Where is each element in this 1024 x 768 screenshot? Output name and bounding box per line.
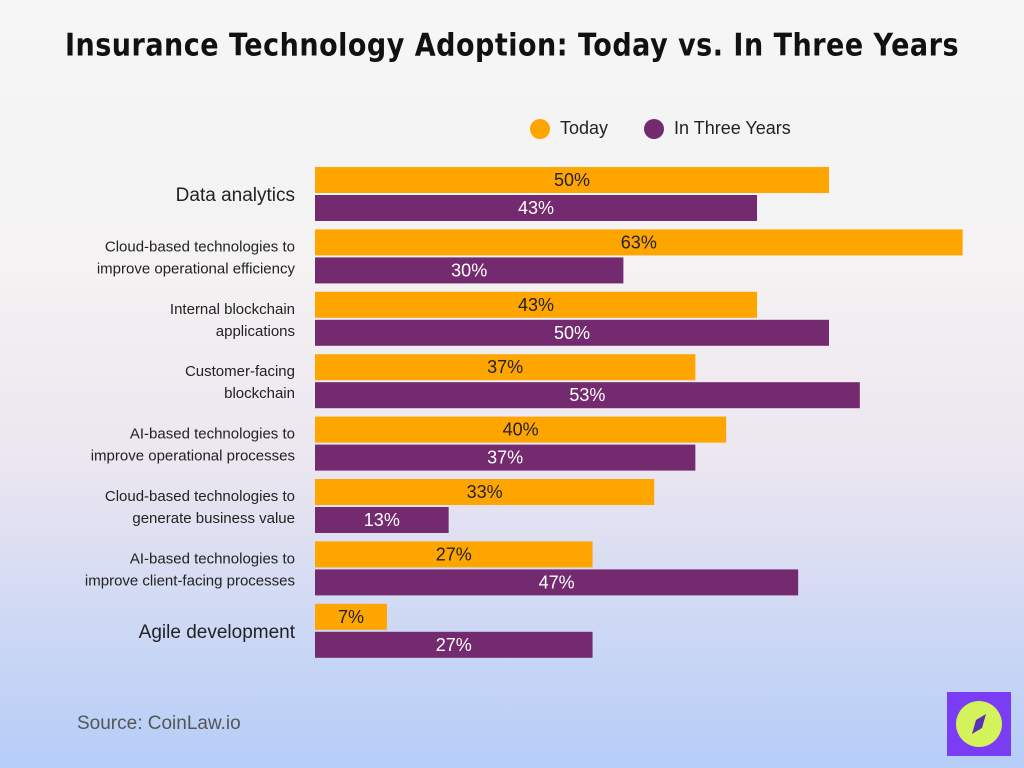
data-label: 37% (487, 448, 523, 468)
bar-today (315, 354, 696, 381)
category-label: improve operational efficiency (97, 260, 296, 277)
legend-label-three-years: In Three Years (674, 118, 791, 138)
data-label: 47% (539, 572, 575, 592)
data-label: 33% (467, 482, 503, 502)
category-label: improve operational processes (91, 448, 295, 465)
category-label: blockchain (224, 385, 295, 402)
category-label: AI-based technologies to (130, 550, 295, 567)
legend: Today In Three Years (530, 118, 791, 139)
bar-three-years (315, 631, 593, 658)
category-label: generate business value (132, 510, 295, 527)
category-label: Customer-facing (185, 363, 295, 380)
compass-icon (956, 701, 1002, 747)
bar-three-years (315, 507, 449, 533)
legend-item-three-years: In Three Years (644, 118, 791, 139)
bar-three-years (315, 257, 624, 284)
brand-logo (947, 692, 1011, 756)
category-label: applications (216, 323, 295, 340)
data-label: 50% (554, 170, 590, 190)
bar-today (315, 479, 655, 505)
legend-label-today: Today (560, 118, 609, 138)
bar-three-years (315, 195, 758, 221)
bar-today (315, 603, 387, 630)
category-label: AI-based technologies to (130, 426, 295, 443)
data-label: 63% (621, 232, 657, 252)
category-label: Cloud-based technologies to (105, 488, 295, 505)
bar-today (315, 229, 963, 256)
data-label: 43% (518, 198, 554, 218)
chart-title: Insurance Technology Adoption: Today vs.… (64, 27, 960, 64)
data-label: 53% (569, 385, 605, 405)
bar-today (315, 416, 727, 443)
bar-three-years (315, 444, 696, 471)
data-label: 7% (338, 607, 364, 627)
legend-swatch-today (530, 118, 550, 139)
category-label: Data analytics (176, 185, 295, 206)
data-label: 27% (436, 544, 472, 564)
bar-three-years (315, 382, 860, 409)
data-label: 37% (487, 357, 523, 377)
data-label: 40% (503, 420, 539, 440)
bar-today (315, 541, 593, 568)
category-label: improve client-facing processes (85, 572, 295, 589)
category-label: Cloud-based technologies to (105, 238, 295, 255)
data-label: 30% (451, 260, 487, 280)
bar-three-years (315, 569, 799, 596)
source-note: Source: CoinLaw.io (77, 713, 241, 734)
data-label: 13% (364, 510, 400, 530)
bar-today (315, 291, 758, 318)
category-label: Internal blockchain (170, 301, 295, 318)
data-label: 50% (554, 323, 590, 343)
data-label: 43% (518, 295, 554, 315)
bar-three-years (315, 319, 829, 346)
legend-swatch-three-years (644, 118, 665, 139)
legend-item-today: Today (530, 118, 608, 139)
category-label: Agile development (139, 622, 296, 643)
bar-today (315, 167, 829, 193)
data-label: 27% (436, 635, 472, 655)
